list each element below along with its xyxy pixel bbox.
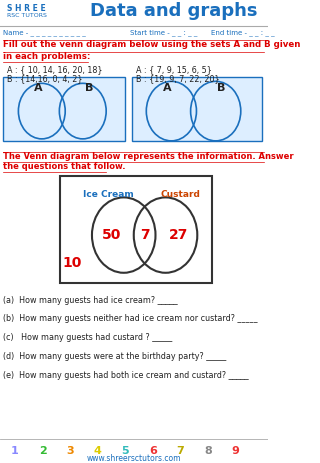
- Text: 6: 6: [149, 446, 157, 457]
- Text: 4: 4: [94, 446, 102, 457]
- Text: The Venn diagram below represents the information. Answer: The Venn diagram below represents the in…: [3, 152, 294, 161]
- Text: 8: 8: [204, 446, 212, 457]
- Text: Fill out the venn diagram below using the sets A and B given: Fill out the venn diagram below using th…: [3, 40, 301, 49]
- Text: A: A: [163, 83, 172, 94]
- Text: 9: 9: [232, 446, 240, 457]
- Text: www.shreersctutors.com: www.shreersctutors.com: [86, 454, 181, 463]
- Bar: [132, 77, 262, 141]
- Text: (e)  How many guests had both ice cream and custard? _____: (e) How many guests had both ice cream a…: [3, 371, 249, 380]
- Text: B : {19, 9, 7, 22, 20}: B : {19, 9, 7, 22, 20}: [136, 75, 220, 83]
- Text: the questions that follow.: the questions that follow.: [3, 162, 126, 171]
- Text: 10: 10: [62, 256, 82, 270]
- Text: B: B: [85, 83, 94, 94]
- Text: 7: 7: [140, 228, 149, 242]
- Text: Ice Cream: Ice Cream: [83, 190, 134, 200]
- Text: 27: 27: [168, 228, 188, 242]
- Text: 50: 50: [101, 228, 121, 242]
- Text: RSC TUTORS: RSC TUTORS: [7, 13, 47, 18]
- Text: B : {14,16, 0, 4, 2}: B : {14,16, 0, 4, 2}: [7, 75, 82, 83]
- Text: Start time - _ _ : _ _: Start time - _ _ : _ _: [130, 29, 197, 36]
- Text: 5: 5: [122, 446, 129, 457]
- Text: 2: 2: [39, 446, 46, 457]
- Text: (a)  How many guests had ice cream? _____: (a) How many guests had ice cream? _____: [3, 295, 178, 305]
- Text: End time - _ _ : _ _: End time - _ _ : _ _: [211, 29, 274, 36]
- Text: B: B: [217, 83, 226, 94]
- Bar: [60, 175, 212, 283]
- Text: 3: 3: [67, 446, 74, 457]
- Text: A : { 10, 14, 16, 20, 18}: A : { 10, 14, 16, 20, 18}: [7, 65, 102, 75]
- Text: (d)  How many guests were at the birthday party? _____: (d) How many guests were at the birthday…: [3, 352, 227, 361]
- Text: (c)   How many guests had custard ? _____: (c) How many guests had custard ? _____: [3, 333, 172, 342]
- Text: (b)  How many guests neither had ice cream nor custard? _____: (b) How many guests neither had ice crea…: [3, 314, 258, 324]
- Text: Custard: Custard: [161, 190, 201, 200]
- Text: A: A: [34, 83, 43, 94]
- Text: in each problems:: in each problems:: [3, 51, 91, 61]
- Text: Name - _ _ _ _ _ _ _ _ _ _: Name - _ _ _ _ _ _ _ _ _ _: [3, 29, 86, 36]
- Text: S H R E E: S H R E E: [7, 4, 45, 13]
- Text: 7: 7: [177, 446, 184, 457]
- Text: Data and graphs: Data and graphs: [90, 2, 258, 20]
- Text: A : { 7, 9, 15, 6, 5}: A : { 7, 9, 15, 6, 5}: [136, 65, 212, 75]
- Text: 1: 1: [11, 446, 19, 457]
- Bar: [3, 77, 125, 141]
